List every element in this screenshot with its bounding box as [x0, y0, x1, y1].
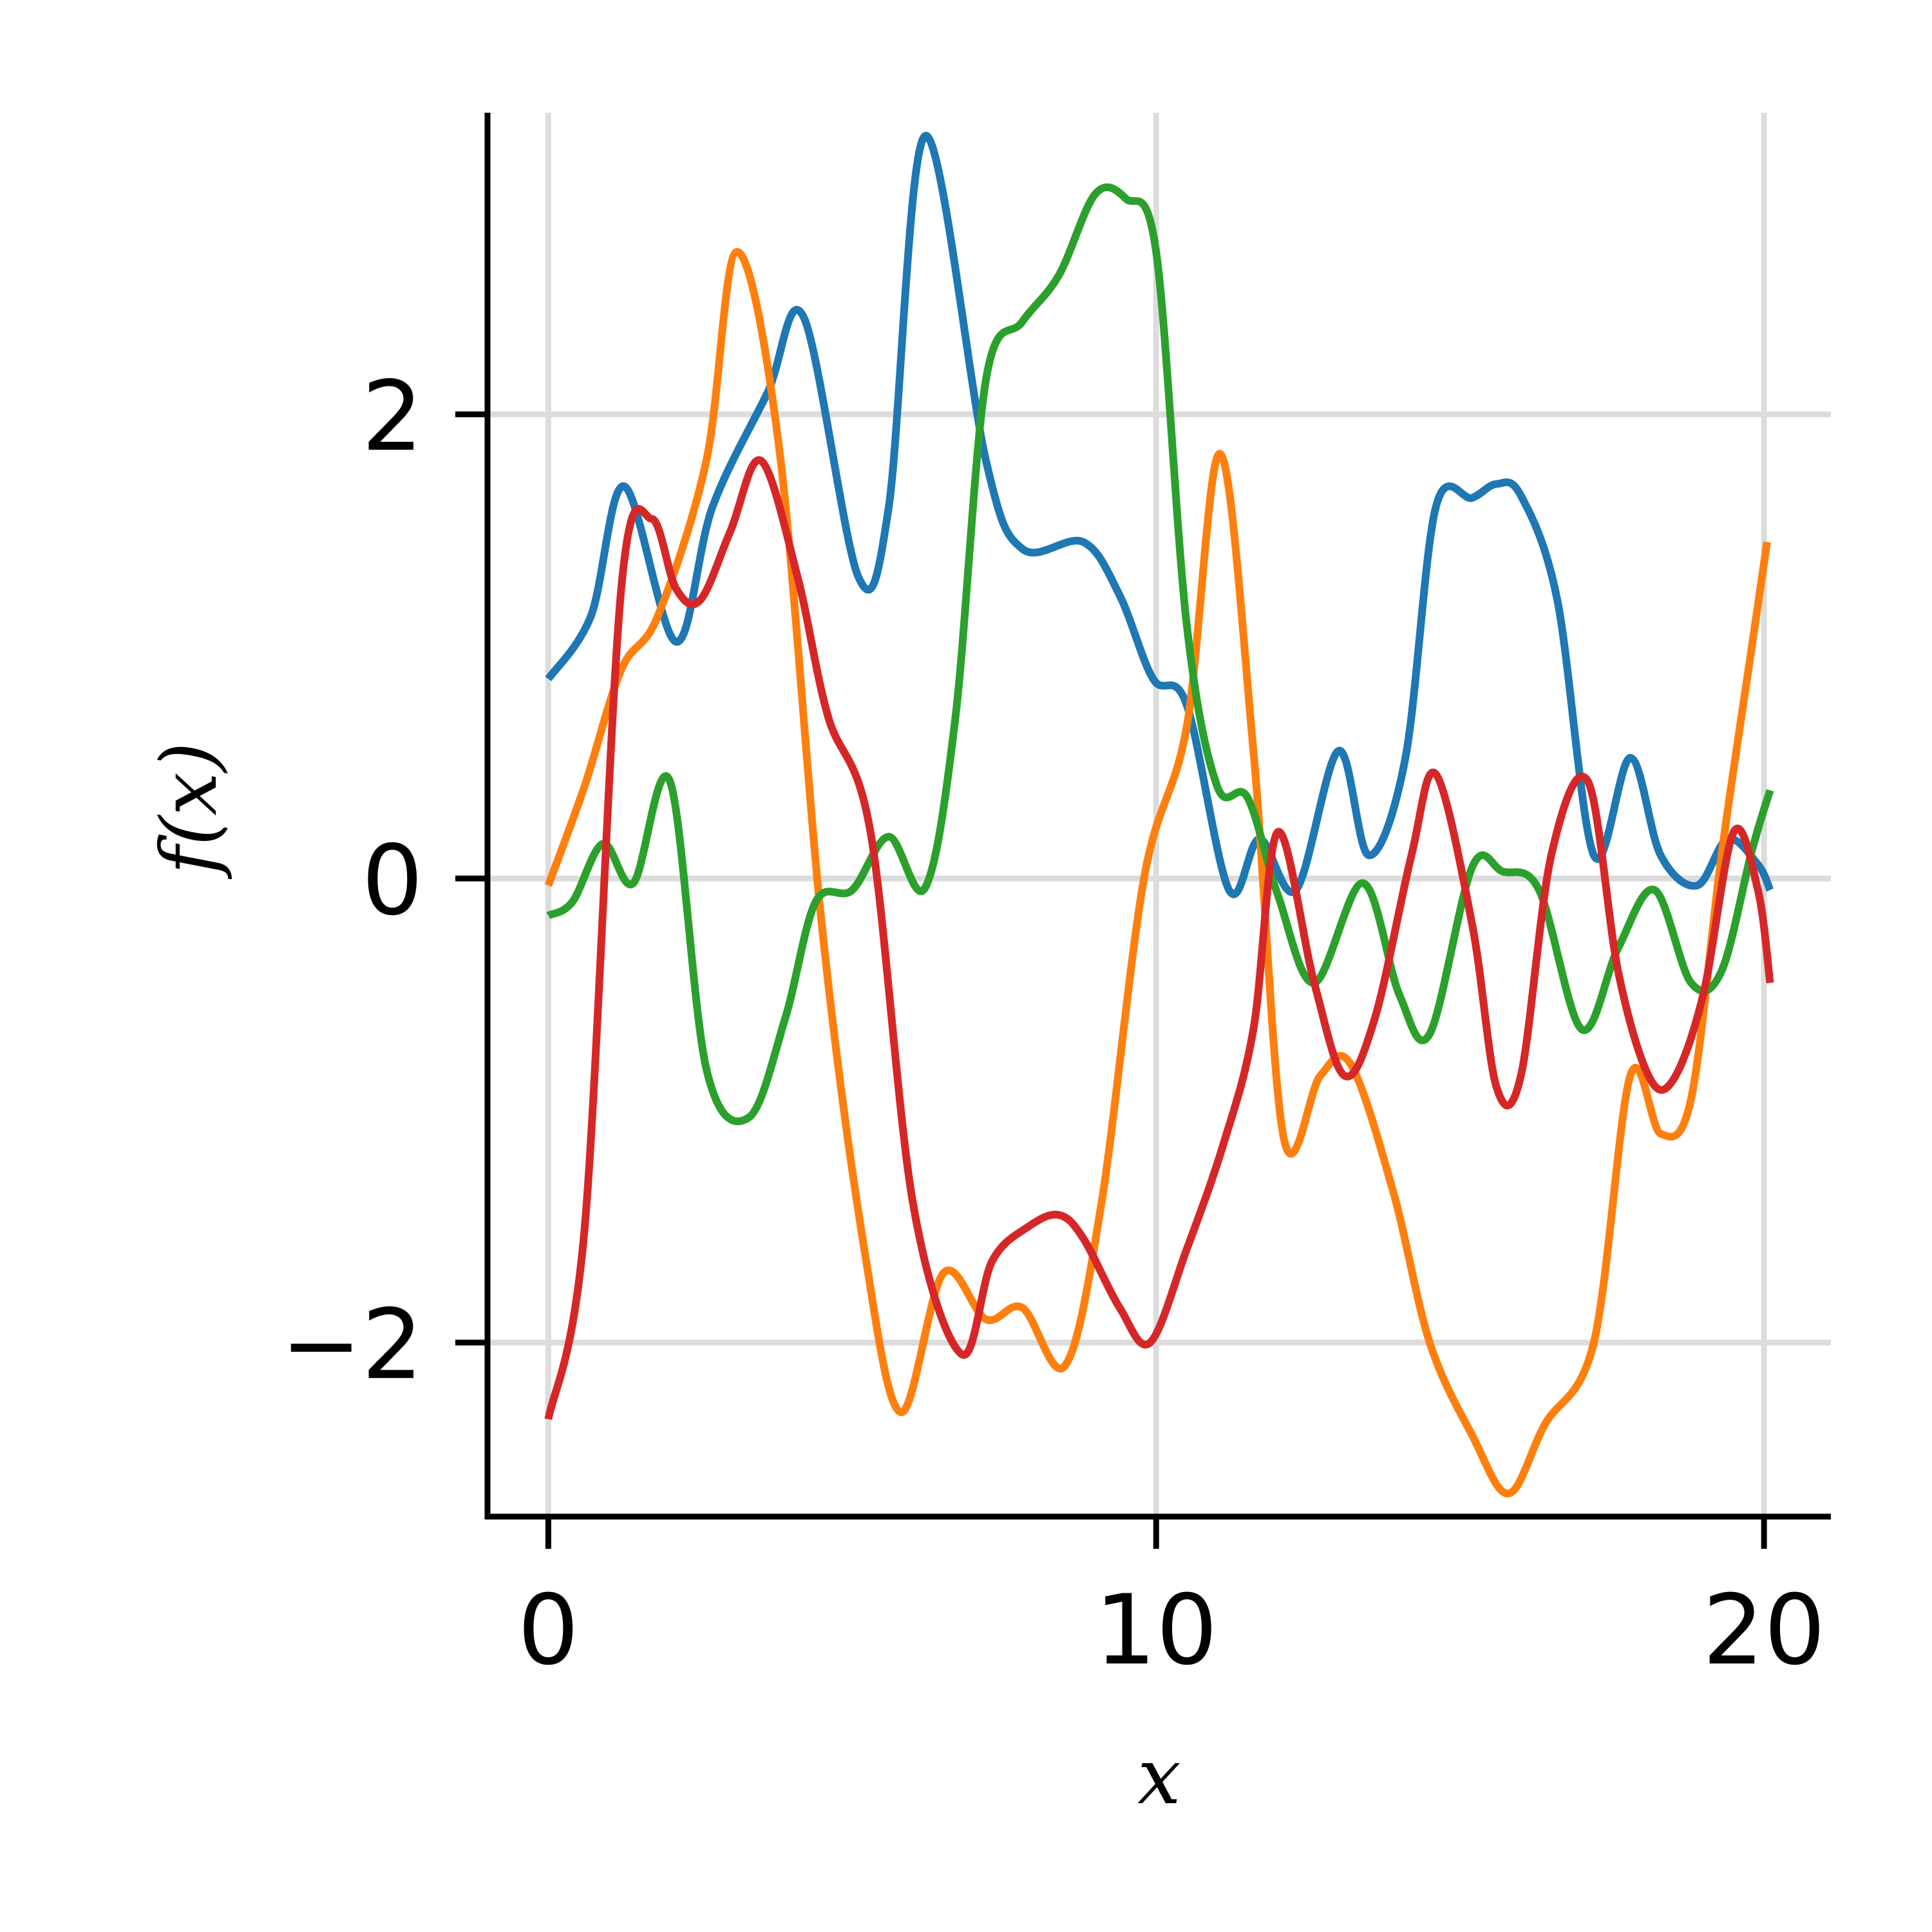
- series-line-3: [544, 456, 1774, 1420]
- ticks: 0 10 20 −2 0 2: [281, 361, 1826, 1687]
- series-line-1: [544, 248, 1771, 1497]
- x-tick-label-1: 10: [1095, 1575, 1218, 1687]
- y-axis-label: f(x): [145, 742, 234, 880]
- y-tick-label-1: 0: [362, 825, 423, 937]
- x-tick-label-2: 20: [1703, 1575, 1826, 1687]
- x-axis-label: x: [1137, 1732, 1181, 1822]
- series-group: [544, 132, 1774, 1497]
- series-line-2: [546, 183, 1774, 1126]
- series-line-0: [545, 132, 1774, 898]
- y-tick-label-2: 2: [362, 361, 423, 473]
- y-tick-label-0: −2: [281, 1289, 423, 1401]
- x-tick-label-0: 0: [518, 1575, 579, 1687]
